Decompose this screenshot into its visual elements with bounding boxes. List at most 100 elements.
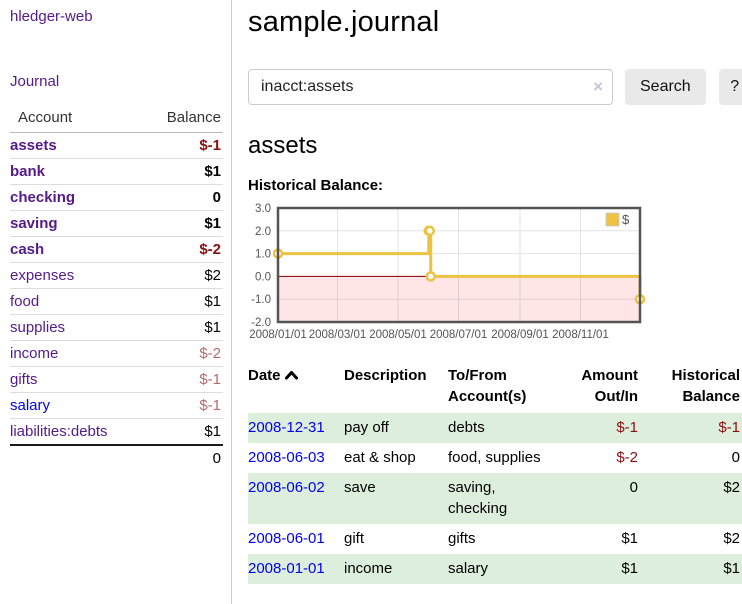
svg-text:3.0: 3.0: [255, 203, 271, 215]
svg-text:-2.0: -2.0: [251, 317, 271, 329]
transaction-amount: $-1: [616, 419, 638, 436]
transaction-balance: $1: [723, 559, 740, 577]
account-balance: $-1: [138, 366, 223, 393]
account-balance: $1: [138, 210, 223, 237]
transaction-accounts: food, supplies: [448, 448, 541, 466]
account-row: food $1: [10, 288, 223, 315]
account-row: cash $-2: [10, 236, 223, 263]
account-row: gifts $-1: [10, 366, 223, 393]
transaction-amount: $1: [621, 530, 638, 547]
search-button[interactable]: Search: [625, 69, 706, 105]
help-button[interactable]: ?: [718, 69, 742, 105]
accounts-total-row: 0: [10, 444, 223, 471]
transaction-amount: $1: [621, 559, 638, 577]
main-content: sample.journal × Search ? assets Histori…: [232, 0, 742, 604]
column-header-date[interactable]: Date: [248, 363, 344, 413]
account-link-food[interactable]: food: [10, 293, 40, 310]
account-link-salary[interactable]: salary: [10, 397, 51, 414]
accounts-table: Account Balance assets $-1 bank $1 check…: [10, 105, 223, 471]
account-balance: $-1: [138, 392, 223, 419]
column-header-description: Description: [344, 367, 427, 384]
svg-text:$: $: [622, 212, 630, 227]
transactions-header-row: Date Description To/From Account(s) Amou…: [248, 363, 742, 413]
account-balance: $1: [138, 288, 223, 315]
transaction-amount: 0: [629, 478, 638, 496]
transaction-date-link[interactable]: 2008-01-01: [248, 559, 325, 577]
accounts-column-header: Account: [10, 105, 139, 133]
account-balance: $-1: [138, 132, 223, 159]
account-row: liabilities:debts $1: [10, 418, 223, 445]
transaction-date-link[interactable]: 2008-06-02: [248, 478, 325, 496]
svg-text:2008/01/01: 2008/01/01: [249, 329, 307, 341]
transaction-row: 2008-06-02 save saving, checking 0 $2: [248, 472, 742, 524]
account-balance: $2: [138, 262, 223, 289]
svg-text:2008/07/01: 2008/07/01: [430, 329, 488, 341]
accounts-total-value: 0: [138, 444, 223, 471]
transaction-description: eat & shop: [344, 448, 416, 466]
search-input[interactable]: [248, 69, 613, 105]
historical-balance-chart: $3.0 2.0 1.0 0.0 -1.0 -2.0 2008/01/01 2008/03/0…: [248, 203, 648, 343]
column-header-amount: Amount Out/In: [581, 367, 638, 405]
account-link-assets[interactable]: assets: [10, 137, 57, 154]
account-balance: 0: [138, 184, 223, 211]
transaction-accounts: debts: [448, 419, 485, 436]
account-link-liabilities-debts[interactable]: liabilities:debts: [10, 423, 108, 440]
account-link-checking[interactable]: checking: [10, 189, 76, 206]
svg-text:2008/03/01: 2008/03/01: [309, 329, 367, 341]
sidebar: hledger-web Journal Account Balance asse…: [0, 0, 232, 604]
svg-text:0.0: 0.0: [255, 271, 271, 283]
account-link-saving[interactable]: saving: [10, 215, 58, 232]
transaction-description: save: [344, 478, 376, 496]
account-row: income $-2: [10, 340, 223, 367]
account-row: bank $1: [10, 158, 223, 185]
chart-title: Historical Balance:: [248, 177, 384, 194]
column-header-balance: Historical Balance: [671, 367, 740, 405]
transaction-description: income: [344, 559, 393, 577]
transaction-date-link[interactable]: 2008-06-01: [248, 530, 325, 547]
account-balance: $1: [138, 158, 223, 185]
transaction-row: 2008-06-03 eat & shop food, supplies $-2…: [248, 443, 742, 473]
account-balance: $-2: [138, 340, 223, 367]
svg-text:-1.0: -1.0: [251, 294, 271, 306]
account-row: supplies $1: [10, 314, 223, 341]
transaction-date-link[interactable]: 2008-06-03: [248, 448, 325, 466]
balance-column-header: Balance: [138, 105, 223, 133]
filtered-account-heading: assets: [248, 132, 318, 159]
account-balance: $-2: [138, 236, 223, 263]
transaction-row: 2008-01-01 income salary $1 $1: [248, 553, 742, 584]
account-balance: $1: [138, 314, 223, 341]
account-row: expenses $2: [10, 262, 223, 289]
transaction-accounts: gifts: [448, 530, 476, 547]
account-row: checking 0: [10, 184, 223, 211]
svg-text:1.0: 1.0: [255, 249, 271, 261]
account-row: salary $-1: [10, 392, 223, 419]
transaction-balance: 0: [731, 448, 740, 466]
svg-text:2.0: 2.0: [255, 226, 271, 238]
svg-text:2008/05/01: 2008/05/01: [369, 329, 427, 341]
account-link-supplies[interactable]: supplies: [10, 319, 66, 336]
clear-search-icon[interactable]: ×: [593, 77, 603, 96]
account-link-income[interactable]: income: [10, 345, 59, 362]
svg-text:2008/11/01: 2008/11/01: [552, 329, 609, 341]
transaction-date-link[interactable]: 2008-12-31: [248, 419, 325, 436]
transaction-description: pay off: [344, 419, 389, 436]
account-link-bank[interactable]: bank: [10, 163, 46, 180]
account-row: assets $-1: [10, 132, 223, 159]
transaction-balance: $-1: [718, 419, 740, 436]
account-row: saving $1: [10, 210, 223, 237]
transaction-accounts: salary: [448, 559, 489, 577]
transaction-row: 2008-06-01 gift gifts $1 $2: [248, 524, 742, 554]
account-link-cash[interactable]: cash: [10, 241, 45, 258]
sort-ascending-icon: [284, 365, 298, 386]
account-link-gifts[interactable]: gifts: [10, 371, 38, 388]
app-title-link[interactable]: hledger-web: [10, 8, 93, 25]
search-form: × Search ?: [248, 69, 742, 105]
sidebar-item-journal[interactable]: Journal: [10, 73, 60, 90]
transactions-table: Date Description To/From Account(s) Amou…: [248, 363, 742, 584]
account-link-expenses[interactable]: expenses: [10, 267, 75, 284]
transaction-accounts: saving, checking: [448, 478, 508, 518]
transaction-balance: $2: [723, 530, 740, 547]
transaction-row: 2008-12-31 pay off debts $-1 $-1: [248, 413, 742, 443]
